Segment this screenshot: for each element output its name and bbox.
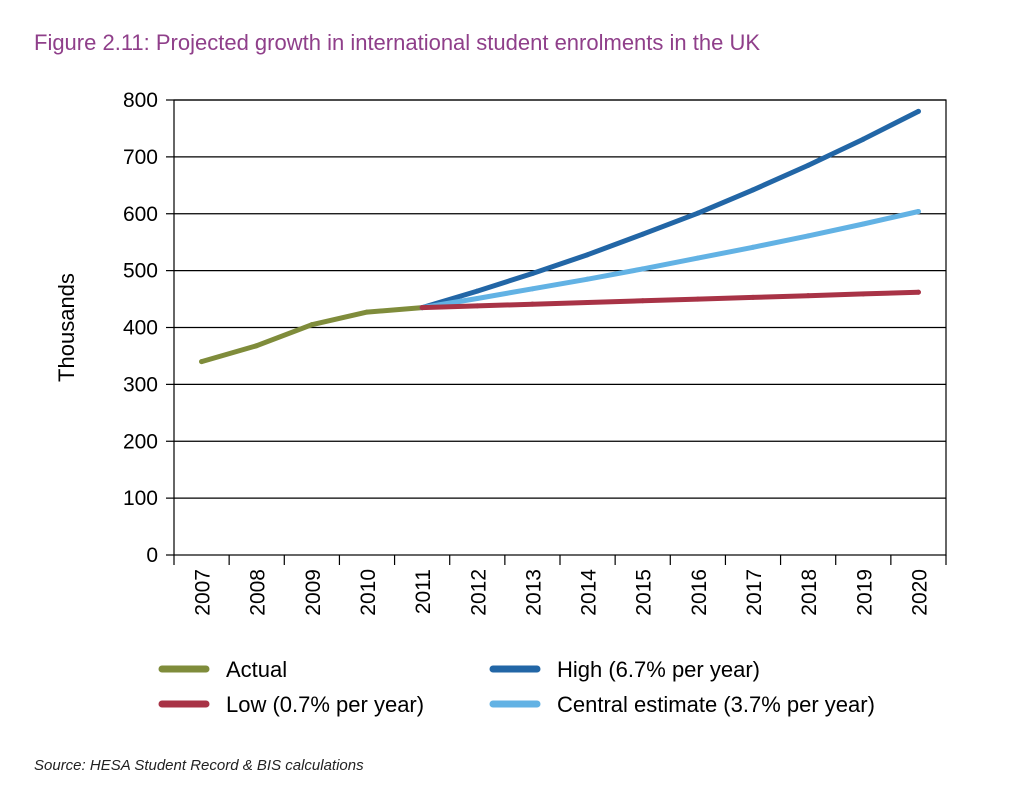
series-line-central-estimate-3-7-per-year xyxy=(419,209,921,311)
data-point-central-estimate-3-7-per-year-2018 xyxy=(805,233,811,239)
legend-label-actual: Actual xyxy=(226,657,287,682)
data-point-low-0-7-per-year-2020 xyxy=(915,289,921,295)
data-point-low-0-7-per-year-2013 xyxy=(529,301,535,307)
series-line-high-6-7-per-year xyxy=(419,108,921,311)
legend-label-low-0-7-per-year: Low (0.7% per year) xyxy=(226,692,424,717)
series-lines xyxy=(199,108,921,365)
x-tick-label-2019: 2019 xyxy=(853,569,876,616)
x-tick-label-2018: 2018 xyxy=(798,569,821,616)
x-tick-label-2014: 2014 xyxy=(578,569,601,616)
data-point-high-6-7-per-year-2019 xyxy=(860,136,866,142)
data-point-low-0-7-per-year-2017 xyxy=(750,294,756,300)
x-tick-label-2007: 2007 xyxy=(192,569,215,616)
legend-label-central-estimate-3-7-per-year: Central estimate (3.7% per year) xyxy=(557,692,875,717)
data-point-low-0-7-per-year-2011 xyxy=(419,305,425,311)
data-point-central-estimate-3-7-per-year-2012 xyxy=(474,295,480,301)
data-point-central-estimate-3-7-per-year-2015 xyxy=(640,266,646,272)
data-point-low-0-7-per-year-2015 xyxy=(640,298,646,304)
chart-title: Figure 2.11: Projected growth in interna… xyxy=(34,30,760,55)
legend: Actual High (6.7% per year) Low (0.7% per … xyxy=(158,657,875,717)
source-note: Source: HESA Student Record & BIS calcul… xyxy=(34,757,364,774)
y-tick-label-800: 800 xyxy=(123,89,158,112)
data-point-high-6-7-per-year-2012 xyxy=(474,288,480,294)
x-tick-label-2012: 2012 xyxy=(467,569,490,616)
x-tick-label-2015: 2015 xyxy=(633,569,656,616)
data-point-central-estimate-3-7-per-year-2019 xyxy=(860,221,866,227)
data-point-central-estimate-3-7-per-year-2016 xyxy=(695,255,701,261)
y-tick-label-400: 400 xyxy=(123,317,158,340)
legend-label-high-6-7-per-year: High (6.7% per year) xyxy=(557,657,760,682)
gridlines xyxy=(174,99,946,499)
data-point-actual-2009 xyxy=(309,322,315,328)
series-line-actual xyxy=(199,305,425,365)
y-tick-label-0: 0 xyxy=(146,544,158,567)
data-point-low-0-7-per-year-2019 xyxy=(860,291,866,297)
x-tick-label-2020: 2020 xyxy=(908,569,931,616)
x-tick-label-2016: 2016 xyxy=(688,569,711,616)
x-tick-label-2011: 2011 xyxy=(412,569,435,614)
data-point-central-estimate-3-7-per-year-2020 xyxy=(915,208,921,214)
series-line-low-0-7-per-year xyxy=(419,289,921,311)
y-tick-label-200: 200 xyxy=(123,430,158,453)
data-point-high-6-7-per-year-2016 xyxy=(695,210,701,216)
data-point-high-6-7-per-year-2013 xyxy=(529,270,535,276)
x-tick-label-2013: 2013 xyxy=(522,569,545,616)
data-point-low-0-7-per-year-2012 xyxy=(474,303,480,309)
axes: 0 100 200 300 400 500 600 700 800 2007 2008 2009 201… xyxy=(54,89,947,616)
data-point-high-6-7-per-year-2014 xyxy=(585,252,591,258)
x-tick-label-2008: 2008 xyxy=(247,569,270,616)
data-point-actual-2010 xyxy=(364,309,370,315)
data-point-high-6-7-per-year-2018 xyxy=(805,162,811,168)
data-point-high-6-7-per-year-2017 xyxy=(750,187,756,193)
data-point-low-0-7-per-year-2018 xyxy=(805,293,811,299)
data-point-central-estimate-3-7-per-year-2013 xyxy=(529,286,535,292)
y-tick-label-600: 600 xyxy=(123,203,158,226)
data-point-central-estimate-3-7-per-year-2014 xyxy=(585,276,591,282)
y-axis-title: Thousands xyxy=(54,273,79,382)
data-point-high-6-7-per-year-2020 xyxy=(915,108,921,114)
data-point-actual-2007 xyxy=(199,359,205,365)
data-point-actual-2008 xyxy=(254,343,260,349)
data-point-low-0-7-per-year-2014 xyxy=(585,299,591,305)
y-tick-label-700: 700 xyxy=(123,146,158,169)
data-point-low-0-7-per-year-2016 xyxy=(695,296,701,302)
y-tick-label-500: 500 xyxy=(123,260,158,283)
data-point-central-estimate-3-7-per-year-2017 xyxy=(750,244,756,250)
x-tick-label-2017: 2017 xyxy=(743,569,766,616)
y-tick-label-100: 100 xyxy=(123,487,158,510)
data-point-high-6-7-per-year-2015 xyxy=(640,231,646,237)
x-tick-label-2009: 2009 xyxy=(302,569,325,616)
y-tick-label-300: 300 xyxy=(123,373,158,396)
x-tick-label-2010: 2010 xyxy=(357,569,380,616)
